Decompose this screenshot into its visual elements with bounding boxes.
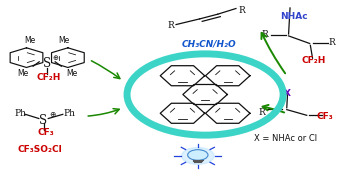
Text: CF₃: CF₃ [37,128,54,137]
Text: S: S [40,114,48,126]
Text: R: R [238,6,245,15]
Text: CF₂H: CF₂H [301,56,326,65]
Text: R: R [167,21,174,30]
Text: CF₂H: CF₂H [37,73,61,82]
Text: CF₃: CF₃ [317,112,333,121]
Text: Ph: Ph [14,109,26,118]
Text: R: R [262,30,268,40]
Circle shape [188,150,208,160]
Text: Ph: Ph [63,109,75,118]
Text: R: R [329,38,335,47]
Circle shape [182,147,214,164]
Text: CH₃CN/H₂O: CH₃CN/H₂O [182,40,236,49]
Text: NHAc: NHAc [280,12,308,21]
Text: ⊕: ⊕ [49,110,56,119]
Text: R: R [259,108,265,117]
Text: Me: Me [59,36,70,45]
Text: Me: Me [17,69,28,78]
Text: S: S [43,57,51,70]
Text: X = NHAc or Cl: X = NHAc or Cl [254,134,318,143]
Text: X: X [284,89,291,98]
Text: CF₃SO₂Cl: CF₃SO₂Cl [17,145,62,154]
Text: Me: Me [25,36,36,45]
Text: ⊕: ⊕ [52,55,58,61]
Text: Me: Me [66,69,77,78]
